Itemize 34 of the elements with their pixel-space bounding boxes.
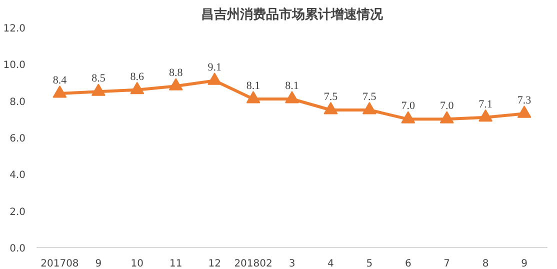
x-tick-label: 8 [482, 258, 489, 269]
data-label: 8.6 [130, 70, 145, 83]
x-tick-label: 12 [208, 258, 221, 269]
data-label: 7.5 [362, 91, 377, 103]
y-tick-label: 0.0 [10, 244, 26, 254]
x-tick-label: 3 [288, 258, 296, 269]
data-label: 8.5 [92, 72, 106, 85]
x-tick-label: 4 [328, 258, 334, 269]
y-tick-label: 6.0 [10, 134, 26, 144]
x-tick-label: 7 [444, 258, 450, 269]
y-tick-label: 10.0 [3, 60, 26, 72]
x-tick-label: 6 [404, 258, 412, 269]
x-tick-label: 9 [95, 258, 102, 269]
x-tick-label: 201802 [234, 258, 272, 269]
data-label: 8.1 [246, 80, 260, 92]
y-tick-label: 8.0 [10, 96, 26, 108]
x-tick-label: 201708 [40, 258, 79, 269]
chart-title: 昌吉州消费品市场累计增速情况 [201, 6, 384, 22]
data-label: 8.1 [285, 80, 299, 92]
data-label: 7.5 [324, 91, 338, 103]
x-tick-label: 11 [170, 258, 182, 269]
data-label: 9.1 [208, 62, 222, 74]
data-label: 7.3 [517, 94, 532, 107]
data-label: 8.8 [168, 67, 184, 80]
y-tick-label: 4.0 [10, 170, 26, 182]
y-tick-label: 2.0 [10, 206, 26, 218]
data-label: 7.0 [440, 100, 454, 112]
x-tick-label: 10 [130, 258, 144, 269]
data-label: 7.0 [401, 100, 416, 112]
data-label: 7.1 [478, 98, 492, 110]
data-label: 8.4 [52, 74, 68, 86]
x-tick-label: 9 [521, 258, 528, 269]
x-tick-label: 5 [366, 258, 373, 269]
y-tick-label: 12.0 [3, 24, 26, 34]
